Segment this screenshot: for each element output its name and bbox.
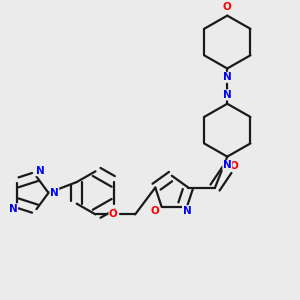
Text: N: N	[183, 206, 191, 216]
Text: N: N	[36, 166, 45, 176]
Text: O: O	[150, 206, 159, 216]
Text: N: N	[223, 90, 232, 100]
Text: O: O	[230, 161, 238, 171]
Text: O: O	[109, 209, 118, 219]
Text: N: N	[223, 72, 232, 82]
Text: N: N	[223, 160, 232, 170]
Text: N: N	[9, 204, 17, 214]
Text: N: N	[50, 188, 59, 198]
Text: O: O	[223, 2, 232, 12]
